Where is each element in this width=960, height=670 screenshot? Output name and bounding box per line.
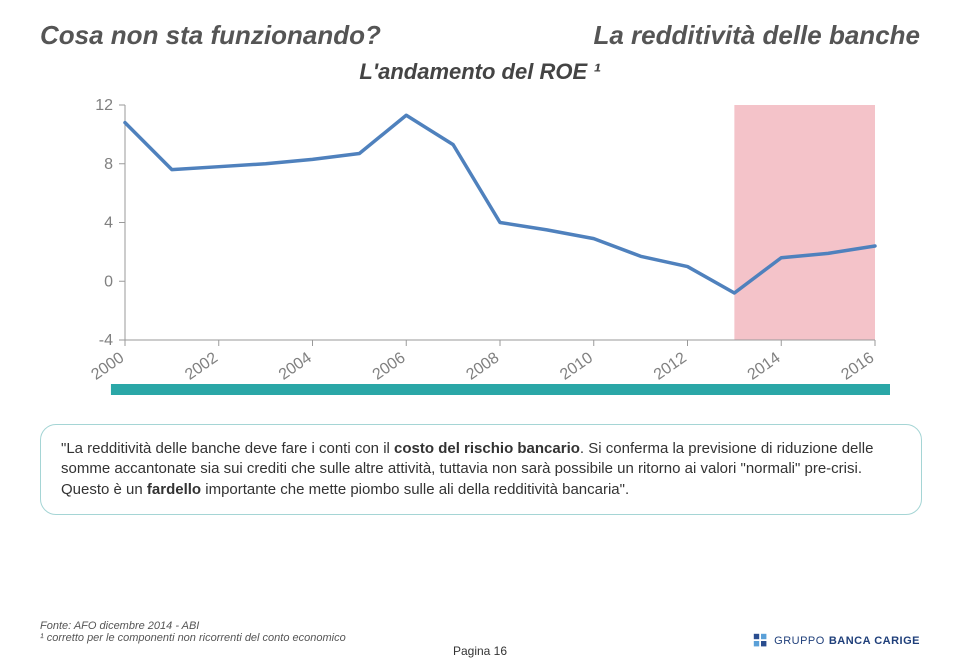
svg-text:2000: 2000 — [88, 349, 127, 383]
roe-chart: -4 0 4 8 12 2000 2002 2004 2006 2008 2010 2012 2014 2… — [70, 95, 890, 395]
svg-text:2004: 2004 — [276, 349, 315, 383]
header: Cosa non sta funzionando? La redditività… — [40, 20, 920, 51]
footnote: Fonte: AFO dicembre 2014 - ABI ¹ corrett… — [40, 620, 346, 644]
svg-text:2012: 2012 — [651, 349, 690, 383]
title-left: Cosa non sta funzionando? — [40, 20, 381, 51]
svg-text:2008: 2008 — [463, 349, 502, 383]
footnote-line-1: Fonte: AFO dicembre 2014 - ABI — [40, 620, 346, 632]
svg-text:2016: 2016 — [838, 349, 877, 383]
brand-logo: GRUPPO BANCA CARIGE — [752, 632, 920, 650]
logo-prefix: GRUPPO — [774, 635, 825, 647]
logo-icon — [752, 632, 770, 650]
svg-text:2006: 2006 — [370, 349, 409, 383]
callout-prefix: "La redditività delle banche deve fare i… — [61, 440, 394, 457]
svg-text:2010: 2010 — [557, 349, 596, 383]
svg-text:0: 0 — [104, 273, 113, 290]
callout-bold-1: costo del rischio bancario — [394, 440, 580, 457]
slide: Cosa non sta funzionando? La redditività… — [0, 0, 960, 670]
chart-area: -4 0 4 8 12 2000 2002 2004 2006 2008 2010 2012 2014 2… — [70, 95, 890, 400]
footnote-line-2: ¹ corretto per le componenti non ricorre… — [40, 632, 346, 644]
callout-suffix: importante che mette piombo sulle ali de… — [201, 481, 629, 498]
callout-bold-2: fardello — [147, 481, 201, 498]
subtitle: L'andamento del ROE ¹ — [40, 59, 920, 85]
svg-text:2014: 2014 — [745, 349, 784, 383]
callout-box: "La redditività delle banche deve fare i… — [40, 424, 922, 515]
svg-text:12: 12 — [95, 97, 113, 114]
svg-text:8: 8 — [104, 156, 113, 173]
svg-text:2002: 2002 — [182, 349, 221, 383]
page-number: Pagina 16 — [453, 644, 507, 658]
logo-main: BANCA CARIGE — [829, 635, 920, 647]
title-right: La redditività delle banche — [593, 20, 920, 51]
svg-text:-4: -4 — [99, 332, 113, 349]
svg-text:4: 4 — [104, 215, 113, 232]
